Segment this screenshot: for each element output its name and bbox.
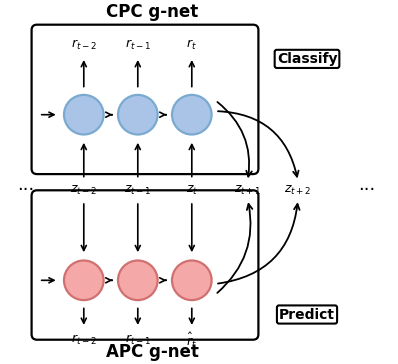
Text: $r_{t-1}$: $r_{t-1}$ bbox=[125, 333, 151, 348]
Text: $z_{t-1}$: $z_{t-1}$ bbox=[124, 184, 152, 197]
Text: $r_{t-2}$: $r_{t-2}$ bbox=[71, 37, 97, 52]
Text: $z_t$: $z_t$ bbox=[185, 184, 198, 197]
Circle shape bbox=[172, 95, 212, 134]
FancyBboxPatch shape bbox=[31, 25, 258, 174]
Text: $z_{t+2}$: $z_{t+2}$ bbox=[284, 184, 312, 197]
Circle shape bbox=[118, 261, 158, 300]
Circle shape bbox=[64, 95, 103, 134]
Text: Predict: Predict bbox=[279, 308, 335, 321]
Text: ···: ··· bbox=[358, 181, 375, 199]
Text: $r_{t-2}$: $r_{t-2}$ bbox=[71, 333, 97, 348]
Text: $\hat{r}_t$: $\hat{r}_t$ bbox=[186, 331, 197, 350]
Circle shape bbox=[64, 261, 103, 300]
FancyBboxPatch shape bbox=[31, 190, 258, 340]
Circle shape bbox=[172, 261, 212, 300]
Text: APC g-net: APC g-net bbox=[106, 343, 199, 361]
Circle shape bbox=[118, 95, 158, 134]
Text: $z_{t-2}$: $z_{t-2}$ bbox=[70, 184, 98, 197]
Text: $r_{t-1}$: $r_{t-1}$ bbox=[125, 37, 151, 52]
Text: ···: ··· bbox=[18, 181, 35, 199]
Text: CPC g-net: CPC g-net bbox=[106, 3, 198, 21]
Text: $r_t$: $r_t$ bbox=[186, 37, 197, 52]
Text: $z_{t+1}$: $z_{t+1}$ bbox=[234, 184, 261, 197]
Text: Classify: Classify bbox=[277, 52, 337, 66]
